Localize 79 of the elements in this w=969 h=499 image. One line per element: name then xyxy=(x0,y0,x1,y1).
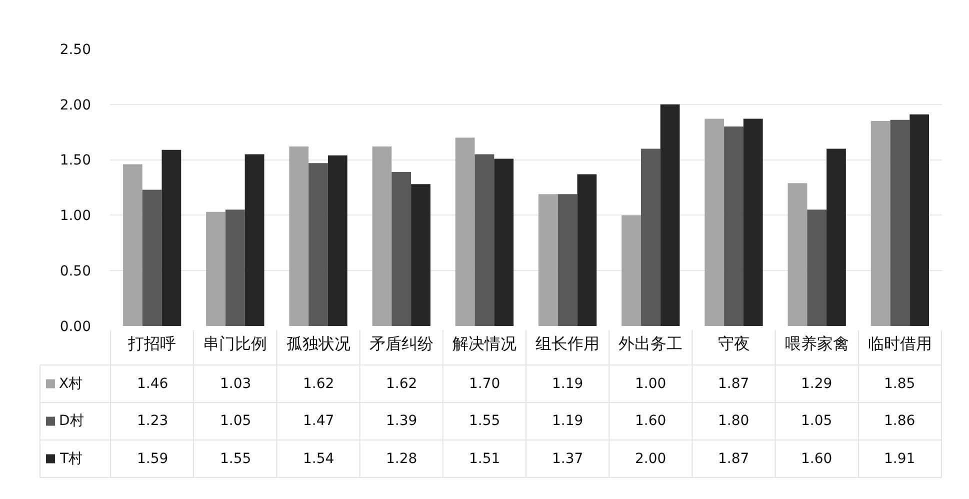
bar xyxy=(244,154,264,326)
data-label: 1.55 xyxy=(469,413,500,429)
data-label: 1.39 xyxy=(386,413,418,429)
x-tick-label: 喂养家禽 xyxy=(784,334,849,353)
data-label: 1.86 xyxy=(884,413,916,429)
data-label: 1.87 xyxy=(718,451,750,467)
bar xyxy=(640,148,660,326)
data-label: 1.55 xyxy=(220,451,252,467)
data-label: 1.60 xyxy=(801,451,832,467)
legend-label: X村 xyxy=(59,376,83,392)
data-label: 1.19 xyxy=(552,376,584,392)
x-tick-label: 外出务工 xyxy=(618,334,683,353)
data-label: 1.60 xyxy=(635,413,666,429)
data-label: 1.05 xyxy=(220,413,252,429)
data-label: 1.80 xyxy=(718,413,750,429)
bar xyxy=(660,104,680,326)
x-tick-label: 守夜 xyxy=(718,334,750,353)
bar xyxy=(807,210,827,326)
data-label: 1.54 xyxy=(303,451,334,467)
x-tick-label: 孤独状况 xyxy=(286,334,350,353)
bar xyxy=(743,118,763,326)
data-label: 1.19 xyxy=(552,413,584,429)
data-label: 1.85 xyxy=(884,376,916,392)
data-label: 1.23 xyxy=(137,413,168,429)
data-label: 1.59 xyxy=(137,451,168,467)
x-tick-label: 组长作用 xyxy=(536,334,600,353)
y-tick-label: 2.50 xyxy=(60,42,91,58)
data-label: 1.47 xyxy=(303,413,334,429)
x-tick-label: 打招呼 xyxy=(127,334,176,353)
bar xyxy=(826,148,846,326)
bar xyxy=(788,183,808,326)
data-label: 1.03 xyxy=(220,376,252,392)
x-tick-label: 解决情况 xyxy=(452,334,516,353)
data-label: 1.87 xyxy=(718,376,750,392)
bar xyxy=(392,172,412,326)
bar xyxy=(122,164,142,326)
bar xyxy=(411,184,430,326)
bar xyxy=(372,146,392,326)
bar xyxy=(910,114,930,326)
y-tick-label: 1.00 xyxy=(60,208,91,224)
bar xyxy=(328,155,348,326)
y-tick-label: 0.50 xyxy=(60,264,91,280)
bar xyxy=(206,212,226,326)
y-tick-label: 2.00 xyxy=(60,97,91,114)
data-label: 1.00 xyxy=(635,376,666,392)
data-label: 1.29 xyxy=(801,376,832,392)
bar xyxy=(162,150,182,326)
bar xyxy=(870,121,890,326)
bar xyxy=(494,158,514,326)
bar xyxy=(142,190,162,326)
bar xyxy=(289,146,309,326)
y-tick-label: 0.00 xyxy=(60,318,91,335)
x-tick-label: 串门比例 xyxy=(203,334,268,353)
data-label: 1.46 xyxy=(137,376,168,392)
legend-label: D村 xyxy=(59,413,84,429)
legend-label: T村 xyxy=(59,451,83,467)
bar xyxy=(225,210,245,326)
bar xyxy=(890,120,910,326)
bar xyxy=(538,194,558,326)
bar xyxy=(622,215,641,326)
bar xyxy=(704,118,724,326)
bar xyxy=(577,174,597,326)
bar xyxy=(724,126,744,326)
y-tick-label: 1.50 xyxy=(60,152,91,169)
data-label: 1.91 xyxy=(884,451,916,467)
data-label: 1.28 xyxy=(386,451,418,467)
data-label: 1.62 xyxy=(386,376,418,392)
bar xyxy=(474,154,494,326)
data-label: 1.70 xyxy=(469,376,500,392)
data-label: 2.00 xyxy=(635,451,666,467)
data-label: 1.62 xyxy=(303,376,334,392)
x-tick-label: 临时借用 xyxy=(868,334,932,353)
x-tick-label: 矛盾纠纷 xyxy=(369,334,434,353)
data-label: 1.05 xyxy=(801,413,832,429)
data-label: 1.37 xyxy=(552,451,584,467)
bar xyxy=(558,194,578,326)
bar xyxy=(308,163,328,326)
data-label: 1.51 xyxy=(469,451,500,467)
bar xyxy=(455,138,475,326)
